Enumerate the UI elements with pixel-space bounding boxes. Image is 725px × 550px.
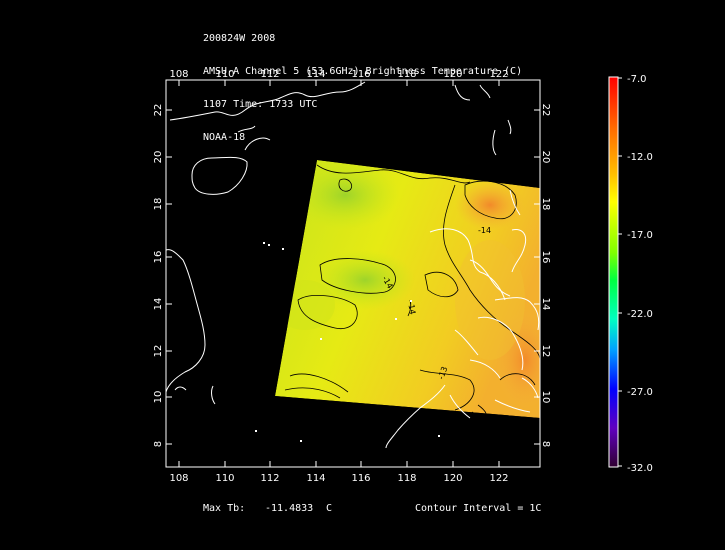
- lon-tick-label: 116: [351, 69, 370, 80]
- lat-tick-label: 18: [540, 198, 551, 211]
- lat-tick-label: 20: [153, 151, 164, 164]
- colorbar-label: -7.0: [627, 74, 647, 85]
- lon-tick-label: 112: [260, 473, 279, 484]
- lat-labels-left: 8 10 12 14 16 18 20 22: [153, 104, 164, 448]
- lon-tick-label: 114: [306, 69, 325, 80]
- lat-tick-label: 10: [153, 391, 164, 404]
- colorbar-label: -27.0: [627, 387, 653, 398]
- lat-tick-label: 16: [153, 251, 164, 264]
- contour-label: -14: [478, 226, 491, 235]
- max-tb-value: -11.4833: [265, 503, 314, 514]
- lat-tick-label: 16: [540, 251, 551, 264]
- lon-tick-label: 110: [215, 69, 234, 80]
- product-title: AMSU-A Channel 5 (53.6GHz) Brightness Te…: [203, 66, 523, 77]
- colorbar-label: -32.0: [627, 463, 653, 474]
- contour-label: -13: [436, 365, 449, 380]
- lon-labels-top: 108 110 112 114 116 118 120 122: [169, 69, 508, 80]
- colorbar: -7.0 -12.0 -17.0 -22.0 -27.0 -32.0: [608, 74, 653, 474]
- lon-tick-label: 118: [397, 473, 416, 484]
- lon-tick-label: 116: [351, 473, 370, 484]
- lat-tick-label: 14: [153, 298, 164, 311]
- lat-tick-label: 20: [540, 151, 551, 164]
- lon-tick-label: 108: [169, 473, 188, 484]
- lon-tick-label: 120: [443, 69, 462, 80]
- max-tb-unit: C: [326, 503, 333, 514]
- lon-tick-label: 118: [397, 69, 416, 80]
- lat-tick-label: 22: [153, 104, 164, 117]
- lat-tick-label: 10: [540, 391, 551, 404]
- lat-tick-label: 18: [153, 198, 164, 211]
- lon-ticks: [178, 80, 500, 467]
- satellite-name: NOAA-18: [203, 132, 246, 143]
- lon-tick-label: 110: [215, 473, 234, 484]
- colorbar-label: -17.0: [627, 230, 653, 241]
- header-block: 200824W 2008 AMSU-A Channel 5 (53.6GHz) …: [203, 11, 522, 154]
- max-tb-label: Max Tb:: [203, 503, 246, 514]
- lon-tick-label: 114: [306, 473, 325, 484]
- observation-time: 1107 Time: 1733 UTC: [203, 99, 318, 110]
- lat-tick-label: 12: [153, 345, 164, 358]
- lon-tick-label: 122: [489, 473, 508, 484]
- lat-tick-label: 12: [540, 345, 551, 358]
- coastline: [165, 81, 540, 449]
- colorbar-label: -22.0: [627, 309, 653, 320]
- lat-tick-label: 8: [540, 441, 551, 447]
- storm-id: 200824W 2008: [203, 33, 276, 44]
- map-frame: [165, 79, 541, 468]
- colorbar-gradient: [608, 76, 619, 468]
- lon-tick-label: 108: [169, 69, 188, 80]
- contour-interval: Contour Interval = 1C: [415, 503, 542, 514]
- brightness-swath: [275, 160, 540, 418]
- colorbar-label: -12.0: [627, 152, 653, 163]
- lon-tick-label: 122: [489, 69, 508, 80]
- lat-tick-label: 22: [540, 104, 551, 117]
- lat-tick-label: 14: [540, 298, 551, 311]
- lat-labels-right: 8 10 12 14 16 18 20 22: [540, 104, 551, 448]
- lon-tick-label: 120: [443, 473, 462, 484]
- island-dots: [255, 242, 440, 442]
- contour-lines: [284, 164, 541, 425]
- lon-labels-bottom: 108 110 112 114 116 118 120 122: [169, 473, 508, 484]
- lon-tick-label: 112: [260, 69, 279, 80]
- lat-ticks: [166, 109, 540, 445]
- contour-label: -14: [482, 418, 495, 427]
- lat-tick-label: 8: [153, 441, 164, 447]
- contour-label: -14: [406, 301, 417, 315]
